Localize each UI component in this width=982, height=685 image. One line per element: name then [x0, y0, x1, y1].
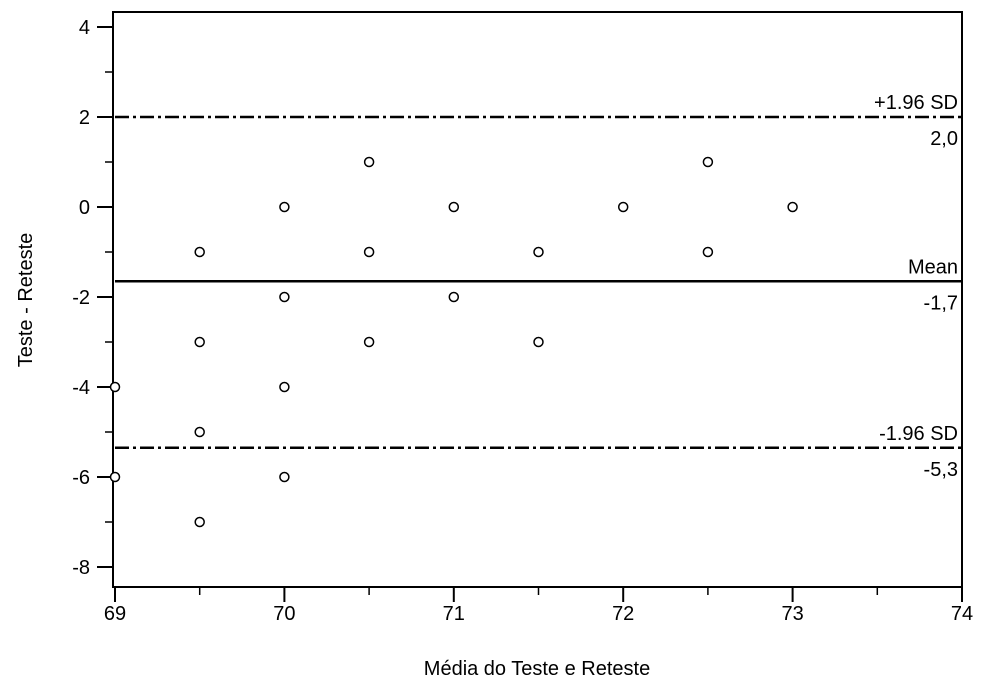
data-points	[109, 156, 798, 528]
y-tick-label: -6	[72, 467, 90, 489]
reference-line-label: +1.96 SD	[874, 92, 958, 114]
data-point	[279, 201, 290, 213]
x-tick-label: 72	[612, 603, 634, 625]
data-point	[363, 246, 375, 258]
data-point	[533, 246, 544, 258]
data-point	[448, 201, 460, 213]
reference-line-label: -1.96 SD	[879, 423, 958, 445]
y-axis: 4 2 0 -2 -4 -6 -8	[72, 17, 113, 579]
x-tick-label: 69	[104, 603, 126, 625]
data-point	[194, 246, 205, 258]
y-tick-label: 4	[79, 17, 90, 39]
y-tick-label: -8	[72, 557, 90, 579]
data-point	[194, 516, 205, 528]
data-point	[279, 291, 290, 303]
y-axis-title: Teste - Reteste	[15, 233, 37, 368]
data-point	[448, 291, 460, 303]
reference-line-value: -1,7	[924, 292, 958, 314]
x-axis: 69 70 71 72 73 74	[104, 587, 973, 625]
reference-line-value: -5,3	[924, 459, 958, 481]
data-point	[363, 336, 375, 348]
data-point	[194, 426, 205, 438]
reference-line-value: 2,0	[930, 128, 958, 150]
y-tick-label: 2	[79, 107, 90, 129]
data-point	[109, 381, 121, 393]
data-point	[279, 471, 290, 483]
y-tick-label: -4	[72, 377, 90, 399]
reference-lines: +1.96 SD 2,0 Mean -1,7 -1.96 SD -5,3	[115, 92, 962, 481]
data-point	[533, 336, 544, 348]
data-point	[702, 246, 714, 258]
data-point	[279, 381, 290, 393]
x-tick-label: 70	[273, 603, 295, 625]
x-axis-title: Média do Teste e Reteste	[424, 658, 650, 680]
data-point	[194, 336, 205, 348]
data-point	[702, 156, 714, 168]
plot-frame	[112, 11, 963, 588]
data-point	[363, 156, 375, 168]
data-point	[787, 201, 798, 213]
data-point	[109, 471, 121, 483]
reference-line-label: Mean	[908, 256, 958, 278]
y-tick-label: 0	[79, 197, 90, 219]
x-tick-label: 71	[443, 603, 465, 625]
data-point	[617, 201, 629, 213]
x-tick-label: 74	[951, 603, 973, 625]
y-tick-label: -2	[72, 287, 90, 309]
x-tick-label: 73	[781, 603, 803, 625]
